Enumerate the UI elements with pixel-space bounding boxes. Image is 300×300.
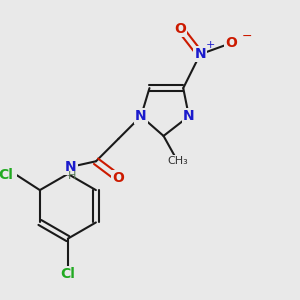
Text: Cl: Cl bbox=[0, 168, 14, 182]
Text: O: O bbox=[225, 36, 237, 50]
Text: N: N bbox=[183, 109, 195, 123]
Text: O: O bbox=[112, 171, 124, 185]
Text: CH₃: CH₃ bbox=[167, 156, 188, 166]
Text: Cl: Cl bbox=[60, 267, 75, 281]
Text: +: + bbox=[206, 40, 215, 50]
Text: H: H bbox=[68, 172, 76, 182]
Text: N: N bbox=[194, 47, 206, 61]
Text: O: O bbox=[175, 22, 186, 36]
Text: −: − bbox=[241, 29, 252, 43]
Text: N: N bbox=[135, 109, 147, 123]
Text: N: N bbox=[65, 160, 76, 174]
